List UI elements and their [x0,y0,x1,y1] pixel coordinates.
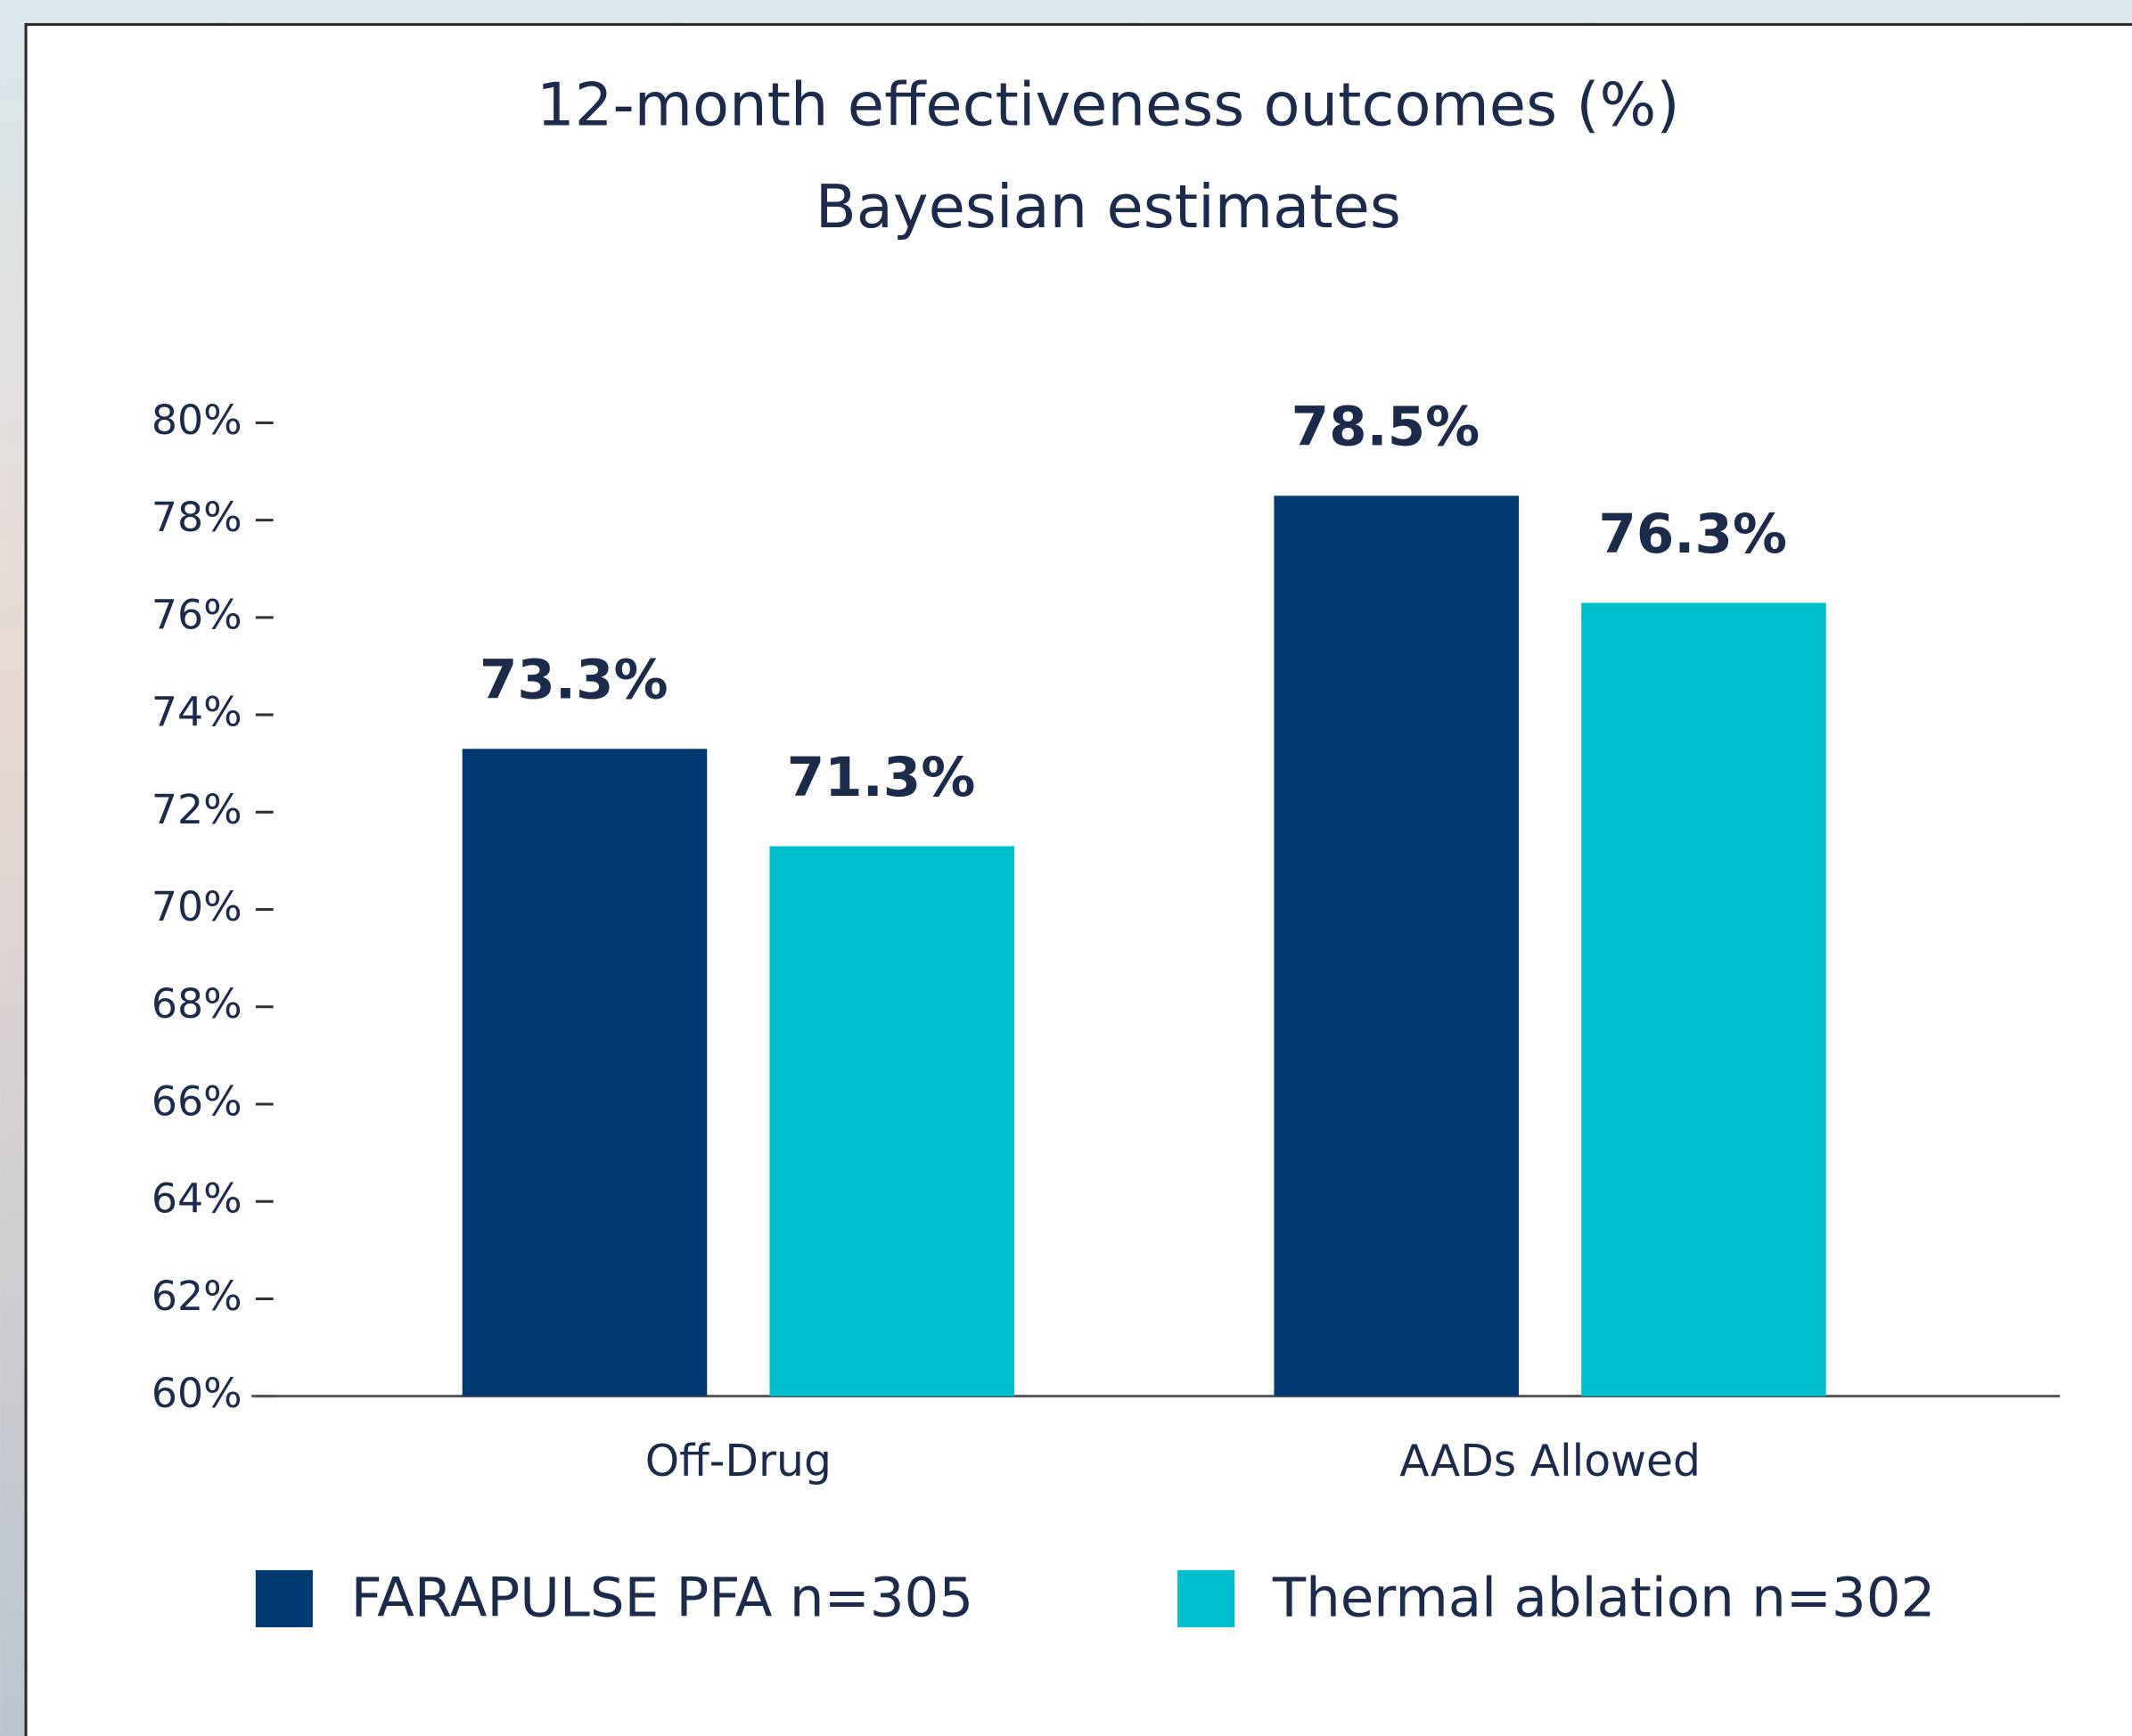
y-tick-label: 60% [152,1370,242,1417]
bar [462,749,708,1396]
chart-title: 12-month effectiveness outcomes (%) [537,70,1679,140]
legend-label: Thermal ablation n=302 [1272,1567,1935,1630]
value-label: 73.3% [480,649,668,712]
legend-label: FARAPULSE PFA n=305 [351,1567,974,1630]
y-tick-label: 68% [152,980,242,1028]
y-tick-label: 78% [152,494,242,541]
y-tick-label: 80% [152,397,242,444]
bar [769,846,1015,1396]
y-tick-label: 62% [152,1273,242,1320]
y-tick-label: 66% [152,1077,242,1125]
y-tick-label: 74% [152,689,242,736]
bar [1581,602,1826,1396]
chart-subtitle: Bayesian estimates [816,172,1401,242]
bar [1274,495,1519,1396]
y-tick-label: 72% [152,786,242,833]
value-label: 71.3% [787,746,976,809]
y-tick-label: 76% [152,591,242,638]
y-tick-label: 64% [152,1175,242,1223]
x-tick-label: Off-Drug [645,1436,832,1486]
legend-swatch [1177,1569,1235,1627]
value-label: 78.5% [1292,396,1480,459]
legend-swatch [255,1569,313,1627]
value-label: 76.3% [1598,503,1787,566]
y-tick-label: 70% [152,883,242,930]
x-tick-label: AADs Allowed [1399,1436,1701,1486]
